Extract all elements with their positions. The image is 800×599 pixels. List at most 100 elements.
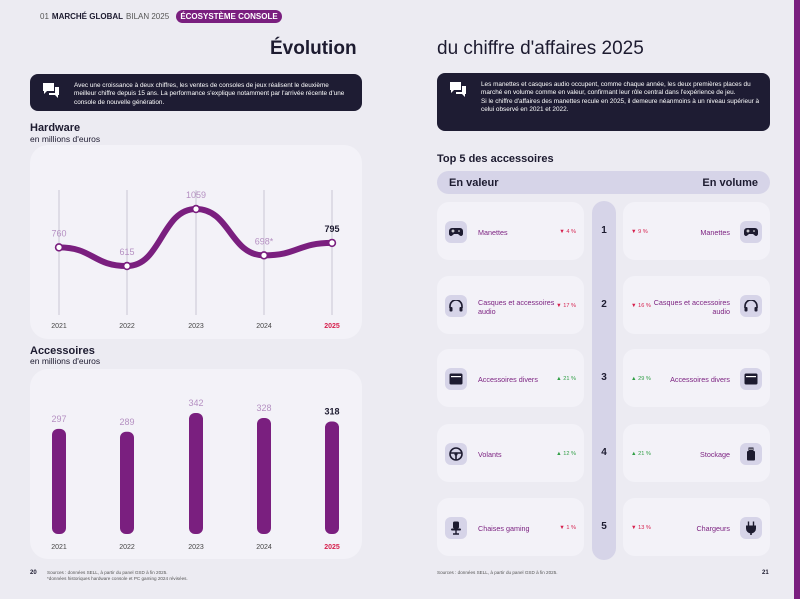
volume-card: ▲ 21 % Stockage <box>623 424 770 482</box>
accessory-name: Chargeurs <box>696 524 730 533</box>
accessoires-title: Accessoires <box>30 345 95 357</box>
note-right-text-1: Les manettes et casques audio occupent, … <box>481 81 751 97</box>
info-note-right: Les manettes et casques audio occupent, … <box>437 73 770 131</box>
data-point <box>54 243 64 252</box>
gamepad-icon <box>445 221 467 243</box>
volume-change: ▲ 21 % <box>631 451 651 457</box>
hardware-subtitle: en millions d'euros <box>30 134 101 144</box>
note-left-text: Avec une croissance à deux chiffres, les… <box>74 82 345 106</box>
accessory-name: Accessoires divers <box>670 375 730 384</box>
report-label: BILAN 2025 <box>126 12 170 21</box>
chat-icon <box>450 82 466 97</box>
footer-sources-left-text: Sources : données SELL, à partir du pane… <box>47 570 168 575</box>
accessory-name: Chaises gaming <box>478 524 530 533</box>
top5-title: Top 5 des accessoires <box>437 153 554 165</box>
accessory-name: Volants <box>478 450 502 459</box>
hardware-chart-panel: 760 2021 615 2022 1059 2023 698* 2024 795 2025 <box>30 145 362 339</box>
volume-change: ▼ 16 % <box>631 303 651 309</box>
note-right-text-2: Si le chiffre d'affaires des manettes re… <box>481 97 760 114</box>
headphones-icon <box>740 295 762 317</box>
page-number-right: 21 <box>762 570 769 576</box>
volume-change: ▼ 9 % <box>631 229 648 235</box>
rank-number: 1 <box>601 225 607 236</box>
accessory-name: Accessoires divers <box>478 375 538 384</box>
data-label: 289 <box>119 417 134 427</box>
accessoires-bar-chart: 297 2021 289 2022 342 2023 328 2024 318 2025 <box>51 398 340 551</box>
plug-icon <box>740 517 762 539</box>
data-label: 328 <box>256 403 271 413</box>
usb-drive-icon <box>740 443 762 465</box>
headphones-icon <box>445 295 467 317</box>
valeur-change: ▼ 17 % <box>556 303 576 309</box>
market-label: MARCHÉ GLOBAL <box>51 12 124 21</box>
chair-icon <box>445 517 467 539</box>
x-tick-label: 2023 <box>188 544 204 551</box>
section-tag: ÉCOSYSTÈME CONSOLE <box>176 10 282 23</box>
page-title-left: Évolution <box>270 38 357 59</box>
rank-number: 2 <box>601 299 607 310</box>
rank-number: 5 <box>601 521 607 532</box>
x-tick-label: 2024 <box>256 323 272 330</box>
accessory-name: Manettes <box>700 228 730 237</box>
volume-card: ▼ 16 % Casques et accessoires audio <box>623 276 770 334</box>
valeur-card: Volants ▲ 12 % <box>437 424 584 482</box>
x-tick-label: 2024 <box>256 544 272 551</box>
volume-change: ▼ 13 % <box>631 525 651 531</box>
valeur-change: ▲ 21 % <box>556 376 576 382</box>
volume-change: ▲ 29 % <box>631 376 651 382</box>
data-label: 342 <box>188 398 203 408</box>
valeur-card: Chaises gaming ▼ 1 % <box>437 498 584 556</box>
data-label: 795 <box>324 224 339 234</box>
accessory-name: Casques et accessoires audio <box>653 298 730 316</box>
header-breadcrumb: 01 MARCHÉ GLOBAL BILAN 2025 <box>40 12 169 21</box>
x-tick-label: 2021 <box>51 544 67 551</box>
x-tick-label: 2025 <box>324 323 340 330</box>
volume-card: ▼ 9 % Manettes <box>623 202 770 260</box>
x-tick-label: 2022 <box>119 544 135 551</box>
data-label: 297 <box>51 414 66 424</box>
page-edge-accent <box>794 0 800 599</box>
info-note-left: Avec une croissance à deux chiffres, les… <box>30 74 362 111</box>
page-ref: 01 <box>40 12 49 21</box>
top5-header: En valeur En volume <box>437 171 770 194</box>
steering-wheel-icon <box>445 443 467 465</box>
volume-label: En volume <box>702 176 758 189</box>
valeur-card: Casques et accessoires audio ▼ 17 % <box>437 276 584 334</box>
x-tick-label: 2025 <box>324 544 340 551</box>
valeur-change: ▼ 1 % <box>559 525 576 531</box>
data-label: 1059 <box>186 190 206 200</box>
valeur-change: ▼ 4 % <box>559 229 576 235</box>
accessoires-subtitle: en millions d'euros <box>30 356 101 366</box>
page-title-right: du chiffre d'affaires 2025 <box>437 38 644 59</box>
data-label: 760 <box>51 228 66 238</box>
data-point <box>259 251 269 260</box>
page-number-left: 20 <box>30 570 37 576</box>
data-label: 615 <box>119 247 134 257</box>
valeur-label: En valeur <box>449 176 499 189</box>
volume-card: ▼ 13 % Chargeurs <box>623 498 770 556</box>
box-icon <box>740 368 762 390</box>
valeur-card: Manettes ▼ 4 % <box>437 202 584 260</box>
x-tick-label: 2021 <box>51 323 67 330</box>
chat-icon <box>43 83 59 98</box>
accessory-name: Stockage <box>700 450 730 459</box>
accessory-name: Manettes <box>478 228 508 237</box>
hardware-line-chart: 760 2021 615 2022 1059 2023 698* 2024 795 2025 <box>51 190 340 330</box>
volume-card: ▲ 29 % Accessoires divers <box>623 349 770 407</box>
data-point <box>191 204 201 214</box>
box-icon <box>445 368 467 390</box>
rank-number: 4 <box>601 447 607 458</box>
valeur-change: ▲ 12 % <box>556 451 576 457</box>
bar <box>52 428 66 534</box>
rank-number: 3 <box>601 372 607 383</box>
footer-note-left-text: *données historiques hardware console et… <box>47 576 188 581</box>
hardware-title: Hardware <box>30 122 81 134</box>
gamepad-icon <box>740 221 762 243</box>
data-point <box>327 238 337 248</box>
bar <box>257 417 271 534</box>
data-point <box>122 261 132 271</box>
rank-column <box>592 201 616 560</box>
bar <box>325 421 339 534</box>
x-tick-label: 2023 <box>188 323 204 330</box>
data-label: 698* <box>255 236 274 246</box>
